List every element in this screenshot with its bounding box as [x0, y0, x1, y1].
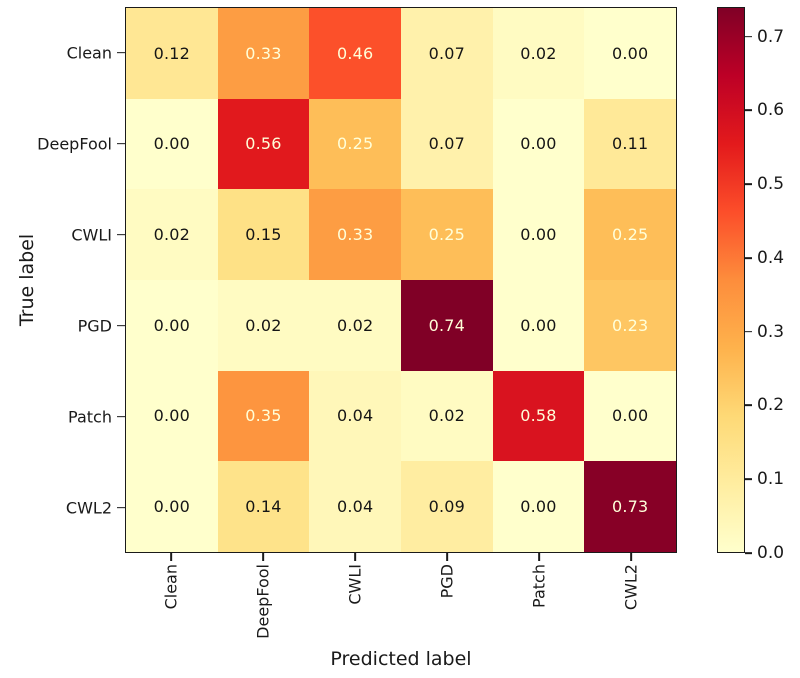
colorbar-tick-mark — [745, 257, 752, 259]
heatmap-cell: 0.25 — [400, 189, 493, 280]
y-tick-mark — [117, 415, 125, 418]
y-tick-label: PGD — [77, 316, 112, 335]
heatmap-cell: 0.14 — [217, 461, 310, 552]
heatmap-cell: 0.74 — [400, 279, 493, 371]
heatmap-cell: 0.04 — [309, 461, 401, 552]
colorbar — [717, 7, 745, 553]
colorbar-tick-mark — [745, 35, 752, 38]
heatmap-cell: 0.25 — [309, 98, 401, 190]
heatmap-cell: 0.35 — [217, 370, 310, 462]
y-tick-label: Clean — [66, 43, 112, 62]
x-tick-label: Patch — [529, 564, 549, 608]
y-tick-label: DeepFool — [37, 134, 112, 153]
x-axis-title: Predicted label — [330, 648, 472, 670]
colorbar-tick-label: 0.2 — [757, 395, 785, 416]
x-tick-mark — [354, 553, 356, 561]
heatmap-cell: 0.33 — [309, 189, 401, 280]
heatmap-cell: 0.02 — [309, 279, 401, 371]
x-tick-mark — [630, 553, 632, 561]
heatmap-grid: 0.12 0.33 0.46 0.07 0.02 0.00 0.00 0.56 0.25 0.07… — [125, 7, 677, 553]
y-axis-title: True label — [16, 233, 38, 327]
heatmap-cell: 0.00 — [126, 370, 218, 462]
x-tick-label: CWL2 — [621, 564, 641, 611]
x-tick-mark — [262, 553, 264, 561]
heatmap-cell: 0.73 — [584, 461, 676, 552]
heatmap-cell: 0.11 — [584, 98, 676, 190]
y-tick-label: CWLI — [71, 225, 112, 244]
x-tick-label: DeepFool — [253, 564, 273, 639]
heatmap-cell: 0.46 — [309, 8, 401, 99]
colorbar-tick-mark — [745, 478, 752, 481]
y-tick-mark — [117, 233, 125, 236]
heatmap-cell: 0.07 — [400, 98, 493, 190]
x-tick-label: CWLI — [345, 564, 365, 605]
colorbar-tick-label: 0.3 — [757, 321, 785, 342]
colorbar-tick-label: 0.4 — [757, 247, 785, 268]
heatmap-cell: 0.23 — [584, 279, 676, 371]
heatmap-cell: 0.00 — [126, 461, 218, 552]
x-tick-label: PGD — [437, 564, 457, 599]
heatmap-cell: 0.00 — [126, 279, 218, 371]
y-tick-label: Patch — [68, 407, 112, 426]
colorbar-tick-label: 0.5 — [757, 174, 785, 195]
heatmap-cell: 0.00 — [492, 279, 585, 371]
colorbar-tick-mark — [745, 552, 752, 554]
x-tick-mark — [538, 553, 540, 561]
x-tick-mark — [446, 553, 448, 561]
colorbar-tick-mark — [745, 109, 752, 112]
colorbar-tick-label: 0.0 — [757, 543, 785, 563]
colorbar-tick-label: 0.1 — [757, 469, 785, 490]
heatmap-cell: 0.07 — [400, 8, 493, 99]
x-tick-label: Clean — [161, 564, 181, 610]
y-tick-mark — [117, 142, 125, 145]
heatmap-cell: 0.00 — [584, 8, 676, 99]
heatmap-cell: 0.12 — [126, 8, 218, 99]
heatmap-cell: 0.02 — [217, 279, 310, 371]
heatmap-cell: 0.00 — [126, 98, 218, 190]
y-tick-mark — [117, 51, 125, 54]
heatmap-cell: 0.00 — [492, 189, 585, 280]
heatmap-cell: 0.00 — [584, 370, 676, 462]
heatmap-cell: 0.02 — [400, 370, 493, 462]
heatmap-cell: 0.00 — [492, 98, 585, 190]
colorbar-tick-label: 0.7 — [757, 26, 785, 47]
heatmap-cell: 0.15 — [217, 189, 310, 280]
colorbar-tick-label: 0.6 — [757, 100, 785, 121]
heatmap-cell: 0.00 — [492, 461, 585, 552]
heatmap-cell: 0.58 — [492, 370, 585, 462]
colorbar-tick-mark — [745, 183, 752, 185]
y-tick-label: CWL2 — [65, 498, 112, 517]
heatmap-cell: 0.02 — [126, 189, 218, 280]
heatmap-cell: 0.33 — [217, 8, 310, 99]
heatmap-cell: 0.02 — [492, 8, 585, 99]
heatmap-cell: 0.04 — [309, 370, 401, 462]
heatmap-cell: 0.09 — [400, 461, 493, 552]
y-tick-mark — [117, 506, 125, 509]
y-tick-mark — [117, 324, 125, 327]
heatmap-cell: 0.25 — [584, 189, 676, 280]
colorbar-tick-mark — [745, 404, 752, 407]
heatmap-cell: 0.56 — [217, 98, 310, 190]
colorbar-tick-mark — [745, 330, 752, 333]
x-tick-mark — [170, 553, 172, 561]
